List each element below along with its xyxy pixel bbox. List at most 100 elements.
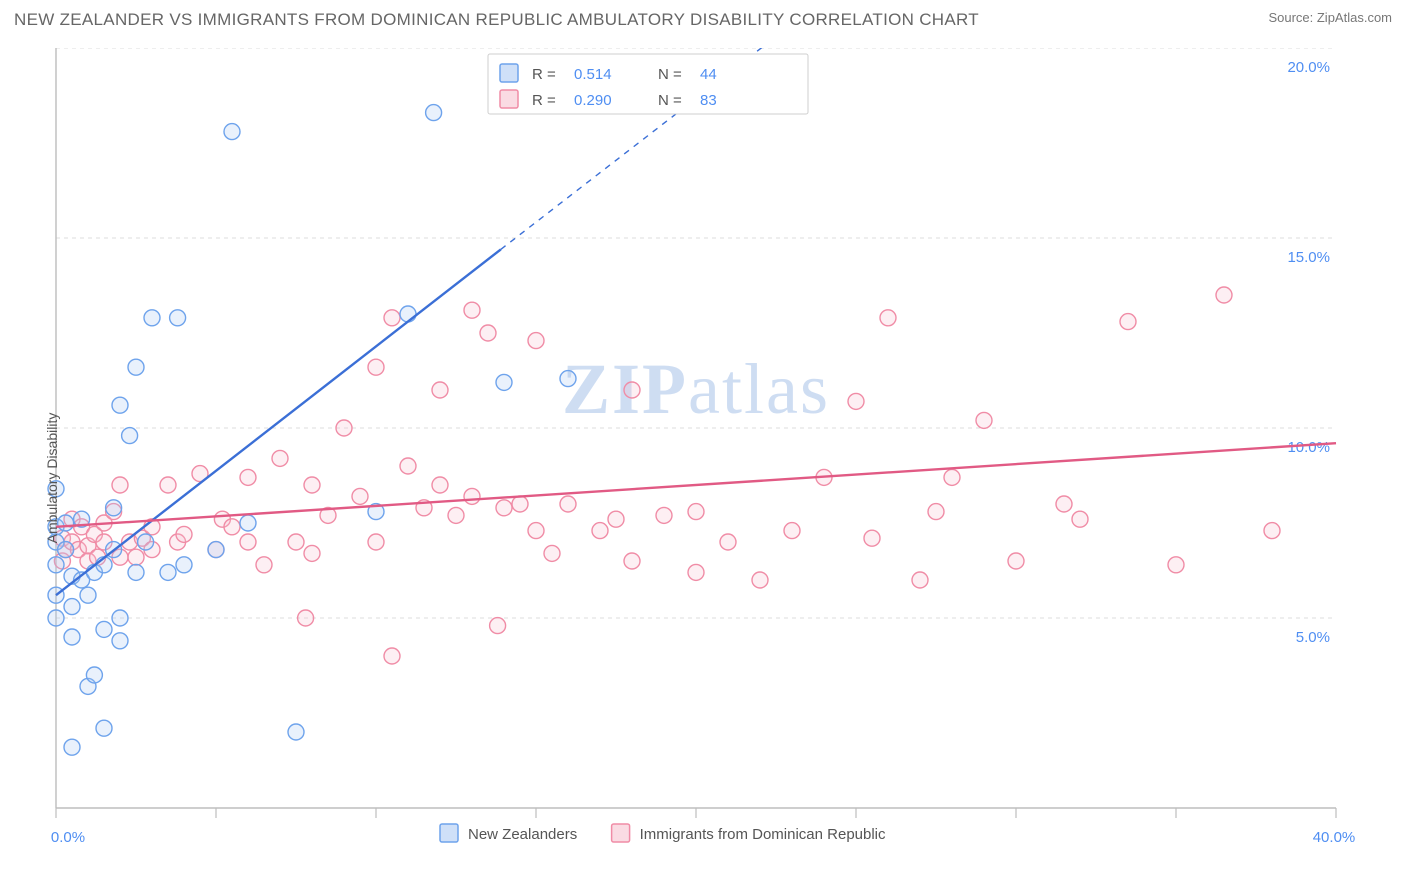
data-point-nz <box>144 310 160 326</box>
data-point-nz <box>112 610 128 626</box>
data-point-dr <box>224 519 240 535</box>
data-point-dr <box>1008 553 1024 569</box>
data-point-nz <box>64 739 80 755</box>
data-point-dr <box>128 549 144 565</box>
data-point-nz <box>122 428 138 444</box>
data-point-nz <box>106 500 122 516</box>
data-point-dr <box>864 530 880 546</box>
data-point-nz <box>176 557 192 573</box>
data-point-nz <box>160 564 176 580</box>
data-point-dr <box>400 458 416 474</box>
data-point-nz <box>288 724 304 740</box>
data-point-dr <box>624 553 640 569</box>
data-point-dr <box>384 648 400 664</box>
data-point-dr <box>688 504 704 520</box>
legend-n-value: 83 <box>700 92 717 109</box>
data-point-dr <box>336 420 352 436</box>
legend-swatch <box>500 64 518 82</box>
legend-r-label: R = <box>532 66 556 83</box>
y-axis-label: Ambulatory Disability <box>44 413 60 544</box>
data-point-dr <box>496 500 512 516</box>
data-point-dr <box>752 572 768 588</box>
trend-line-nz <box>56 249 501 595</box>
data-point-nz <box>496 374 512 390</box>
data-point-dr <box>560 496 576 512</box>
data-point-dr <box>490 618 506 634</box>
page-title: NEW ZEALANDER VS IMMIGRANTS FROM DOMINIC… <box>14 10 979 30</box>
data-point-dr <box>624 382 640 398</box>
watermark: ZIPatlas <box>562 349 830 429</box>
data-point-dr <box>528 523 544 539</box>
data-point-dr <box>1264 523 1280 539</box>
data-point-nz <box>426 105 442 121</box>
data-point-dr <box>304 545 320 561</box>
data-point-nz <box>80 587 96 603</box>
data-point-dr <box>944 469 960 485</box>
data-point-dr <box>464 488 480 504</box>
legend-swatch <box>612 824 630 842</box>
data-point-dr <box>480 325 496 341</box>
data-point-nz <box>208 542 224 558</box>
data-point-dr <box>1216 287 1232 303</box>
data-point-nz <box>560 371 576 387</box>
data-point-dr <box>592 523 608 539</box>
legend-swatch <box>500 90 518 108</box>
data-point-dr <box>688 564 704 580</box>
data-point-dr <box>464 302 480 318</box>
legend-label: New Zealanders <box>468 826 577 843</box>
data-point-dr <box>288 534 304 550</box>
data-point-nz <box>112 633 128 649</box>
legend-n-value: 44 <box>700 66 717 83</box>
data-point-dr <box>384 310 400 326</box>
data-point-dr <box>432 382 448 398</box>
data-point-dr <box>912 572 928 588</box>
data-point-dr <box>240 469 256 485</box>
data-point-nz <box>58 542 74 558</box>
source-attribution: Source: ZipAtlas.com <box>1268 10 1392 25</box>
data-point-dr <box>160 477 176 493</box>
data-point-dr <box>432 477 448 493</box>
data-point-nz <box>64 599 80 615</box>
data-point-nz <box>128 564 144 580</box>
ytick-label: 10.0% <box>1287 439 1330 456</box>
data-point-dr <box>448 507 464 523</box>
data-point-dr <box>298 610 314 626</box>
legend-label: Immigrants from Dominican Republic <box>640 826 886 843</box>
data-point-dr <box>976 412 992 428</box>
data-point-dr <box>1072 511 1088 527</box>
data-point-dr <box>272 450 288 466</box>
data-point-dr <box>112 477 128 493</box>
data-point-dr <box>368 534 384 550</box>
legend-r-value: 0.514 <box>574 66 612 83</box>
ytick-label: 20.0% <box>1287 59 1330 76</box>
data-point-dr <box>176 526 192 542</box>
legend-r-value: 0.290 <box>574 92 612 109</box>
data-point-nz <box>224 124 240 140</box>
data-point-dr <box>848 393 864 409</box>
data-point-nz <box>48 610 64 626</box>
data-point-dr <box>928 504 944 520</box>
data-point-dr <box>656 507 672 523</box>
data-point-nz <box>112 397 128 413</box>
data-point-dr <box>352 488 368 504</box>
data-point-nz <box>64 629 80 645</box>
data-point-dr <box>304 477 320 493</box>
data-point-nz <box>58 515 74 531</box>
data-point-nz <box>86 667 102 683</box>
ytick-label: 5.0% <box>1296 629 1330 646</box>
data-point-dr <box>240 534 256 550</box>
data-point-nz <box>128 359 144 375</box>
data-point-dr <box>784 523 800 539</box>
data-point-nz <box>96 720 112 736</box>
legend-r-label: R = <box>532 92 556 109</box>
data-point-nz <box>48 557 64 573</box>
data-point-dr <box>608 511 624 527</box>
scatter-chart: 5.0%10.0%15.0%20.0%ZIPatlas0.0%40.0%R =0… <box>42 48 1362 868</box>
data-point-dr <box>1056 496 1072 512</box>
data-point-nz <box>170 310 186 326</box>
data-point-dr <box>1120 314 1136 330</box>
xtick-label: 0.0% <box>51 829 85 846</box>
data-point-nz <box>138 534 154 550</box>
legend-n-label: N = <box>658 66 682 83</box>
data-point-nz <box>96 621 112 637</box>
